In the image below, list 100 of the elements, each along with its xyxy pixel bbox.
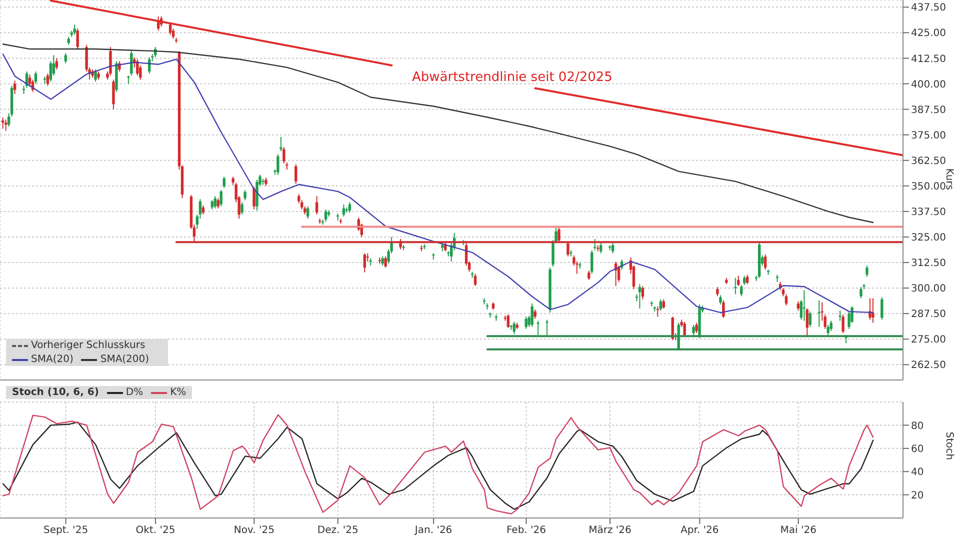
candlestick — [766, 269, 770, 276]
y-tick-label: 40 — [911, 467, 924, 478]
candlestick — [784, 294, 788, 306]
candlestick — [594, 238, 596, 251]
candlestick — [842, 314, 844, 334]
x-tick-label: Jan. '26 — [414, 525, 452, 536]
y-tick-label: 312.50 — [911, 258, 946, 270]
candlestick — [4, 119, 8, 132]
candlestick — [402, 244, 405, 251]
candlestick — [280, 136, 282, 152]
candlestick — [1, 116, 4, 130]
y-tick-label: 375.00 — [911, 130, 946, 142]
candlestick — [55, 58, 58, 70]
y-tick-label: 20 — [911, 490, 924, 502]
candlestick — [692, 324, 695, 338]
y-tick-label: 387.50 — [911, 104, 946, 116]
annotation: Abwärtstrendlinie seit 02/2025 — [412, 70, 612, 85]
candlestick — [656, 306, 660, 318]
candlestick — [363, 252, 366, 273]
candlestick — [109, 46, 112, 76]
candlestick — [534, 309, 536, 320]
y-tick-label: 362.50 — [911, 156, 946, 167]
candlestick — [524, 316, 528, 330]
y-tick-label: 325.00 — [911, 232, 946, 244]
candlestick — [806, 308, 809, 338]
candlestick — [381, 256, 384, 266]
candlestick — [172, 28, 175, 40]
candlestick — [608, 244, 612, 251]
candlestick — [868, 298, 872, 320]
candlestick — [722, 300, 725, 318]
candlestick — [34, 71, 38, 84]
candlestick — [52, 54, 56, 76]
candlestick — [342, 204, 346, 218]
candlestick — [202, 204, 205, 216]
y-tick-label: 300.00 — [911, 284, 946, 295]
candlestick — [719, 294, 722, 305]
y-tick-label: 80 — [911, 420, 924, 432]
candlestick — [506, 314, 510, 328]
legend-title: Stoch (10, 6, 6) — [12, 387, 99, 398]
candlestick — [112, 79, 115, 110]
candlestick — [530, 302, 534, 328]
candlestick — [94, 68, 97, 82]
candlestick — [746, 274, 749, 284]
candlestick — [796, 300, 800, 312]
legend-label: D% — [126, 387, 144, 398]
legend-label: K% — [170, 387, 186, 398]
candlestick — [43, 76, 46, 84]
y-tick-label: 262.50 — [911, 360, 946, 372]
candlestick — [695, 322, 698, 334]
candlestick — [306, 206, 310, 220]
y-tick-label: 412.50 — [911, 54, 946, 65]
candlestick — [830, 320, 832, 332]
candlestick — [838, 310, 842, 322]
candlestick — [222, 176, 226, 188]
y-tick-label: 275.00 — [911, 334, 946, 346]
y-tick-label: 437.50 — [911, 2, 946, 14]
candlestick — [536, 320, 540, 336]
candlestick — [872, 298, 874, 324]
candlestick — [880, 296, 884, 320]
candlestick — [818, 300, 820, 328]
y-tick-label: 350.00 — [911, 181, 946, 192]
legend-label: SMA(20) — [31, 354, 74, 365]
candlestick — [617, 265, 620, 282]
candlestick — [512, 321, 516, 335]
candlestick — [860, 286, 862, 299]
candlestick — [210, 200, 214, 210]
x-tick-label: Nov. '25 — [234, 525, 274, 536]
x-tick-label: März '26 — [588, 525, 632, 536]
candlestick — [282, 146, 286, 164]
candlestick — [348, 202, 352, 213]
x-tick-label: Okt. '25 — [136, 525, 176, 536]
y-tick-label: 337.50 — [911, 207, 946, 218]
candlestick — [130, 50, 133, 76]
candlestick — [252, 186, 256, 210]
candlestick — [244, 190, 246, 201]
candlestick — [734, 277, 737, 295]
candlestick — [662, 298, 665, 309]
y-tick-label: 425.00 — [911, 28, 946, 40]
candlestick — [384, 256, 387, 268]
candlestick — [764, 254, 767, 270]
y-axis-title: Stoch — [943, 432, 954, 460]
x-tick-label: Feb. '26 — [506, 525, 546, 536]
candlestick — [740, 284, 743, 297]
x-tick-label: Dez. '25 — [317, 525, 358, 536]
legend-label: Vorheriger Schlusskurs — [31, 340, 146, 351]
y-tick-label: 400.00 — [911, 79, 946, 90]
candlestick — [641, 286, 644, 300]
y-tick-label: 60 — [911, 444, 924, 455]
x-tick-label: Sept. '25 — [43, 525, 88, 536]
candlestick — [546, 319, 548, 336]
candlestick — [590, 250, 594, 274]
candlestick — [324, 208, 328, 222]
candlestick — [240, 202, 244, 216]
candlestick — [716, 286, 719, 297]
x-tick-label: Apr. '26 — [680, 525, 719, 536]
candlestick — [76, 28, 79, 50]
candlestick — [276, 154, 280, 176]
candlestick — [737, 275, 740, 287]
y-tick-label: 287.50 — [911, 309, 946, 320]
candlestick — [638, 283, 642, 309]
